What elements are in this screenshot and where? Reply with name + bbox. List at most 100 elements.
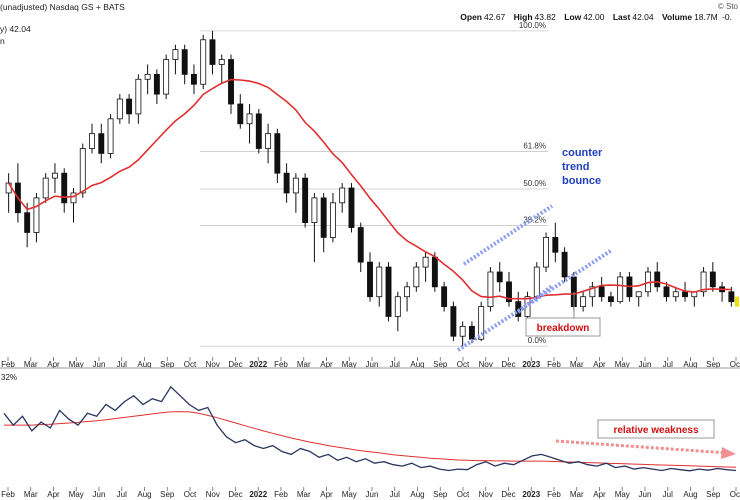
x-tick-label: Aug — [137, 360, 151, 369]
x-tick-label: Feb — [274, 490, 288, 499]
x-tick-label: Jul — [663, 490, 673, 499]
candle-body — [496, 271, 503, 283]
candle-body — [98, 133, 105, 154]
candle-body — [468, 325, 475, 340]
candle-body — [543, 237, 549, 268]
candle-body — [422, 256, 429, 268]
candle-body — [404, 286, 411, 298]
candle-body — [478, 306, 485, 340]
candle-body — [394, 296, 401, 317]
x-tick-label: Oct — [457, 490, 470, 499]
fib-label: 61.8% — [523, 141, 546, 150]
candle-body — [144, 73, 151, 80]
candle-body — [89, 133, 95, 149]
x-tick-label: Sep — [160, 490, 175, 499]
x-tick-label: Jun — [639, 490, 652, 499]
candle-body — [487, 271, 494, 307]
breakdown-annotation: breakdown — [537, 323, 590, 334]
candle-body — [580, 296, 587, 307]
candle-body — [589, 286, 596, 298]
x-tick-label: Dec — [501, 490, 515, 499]
open-value: 42.67 — [484, 12, 506, 22]
x-tick-label: Feb — [1, 360, 15, 369]
ma-legend-label: y) 42.04 — [0, 24, 31, 34]
x-tick-label: 2023 — [522, 360, 540, 369]
x-tick-label: Mar — [570, 360, 584, 369]
chart-source-label: (unadjusted) Nasdaq GS + BATS — [0, 2, 125, 12]
x-tick-label: Sep — [706, 490, 721, 499]
candle-body — [153, 73, 160, 95]
candle-body — [163, 59, 170, 95]
candle-body — [126, 98, 133, 115]
trend-channel-line — [516, 284, 554, 314]
x-tick-label: 2022 — [249, 490, 267, 499]
candle-body — [172, 49, 179, 60]
x-tick-label: Jul — [663, 360, 673, 369]
x-tick-label: Jun — [93, 490, 106, 499]
channel-lines — [456, 204, 614, 352]
candle-body — [255, 113, 262, 149]
candle-body — [385, 266, 392, 317]
fib-label: 0.0% — [528, 336, 546, 345]
candle-body — [135, 78, 142, 115]
volume-label: Volume — [662, 12, 693, 22]
candle-body — [561, 251, 568, 278]
x-tick-label: Jun — [366, 490, 379, 499]
candle-body — [506, 281, 512, 303]
x-tick-label: Oct — [730, 490, 740, 499]
candle-body — [552, 237, 559, 253]
rs-x-axis: Feb Mar Apr May Jun Jul Aug Sep Oct Nov Dec 2022 Feb… — [1, 487, 740, 499]
annotations-layer: counter trend bounce breakdown relative weak… — [525, 147, 736, 459]
candle-body — [209, 39, 216, 65]
x-tick-label: Apr — [320, 490, 333, 499]
x-tick-label: 2022 — [249, 360, 267, 369]
candle-body — [181, 49, 188, 75]
candle-body — [700, 271, 707, 293]
x-tick-label: Jun — [366, 360, 379, 369]
x-tick-label: Dec — [501, 360, 515, 369]
x-tick-label: Nov — [206, 360, 220, 369]
candle-body — [237, 103, 244, 125]
candle-body — [348, 187, 355, 228]
candle-body — [24, 212, 31, 233]
fib-label: 100.0% — [519, 21, 546, 30]
x-tick-label: May — [342, 490, 357, 499]
trend-channel-line — [462, 204, 554, 266]
ohlc-readout: Open 42.67 High 43.82 Low 42.00 Last 42.04 V… — [454, 12, 732, 22]
x-tick-label: Mar — [297, 490, 311, 499]
candle-body — [79, 148, 86, 194]
x-tick-label: Aug — [683, 490, 697, 499]
candle-body — [431, 256, 438, 288]
candle-body — [357, 227, 364, 263]
x-tick-label: Oct — [457, 360, 470, 369]
x-tick-label: May — [342, 360, 357, 369]
candle-body — [42, 177, 49, 199]
candle-body — [682, 291, 688, 298]
candle-body — [33, 197, 40, 233]
x-tick-label: Mar — [24, 360, 38, 369]
x-tick-label: May — [69, 360, 84, 369]
candle-body — [441, 286, 448, 307]
price-x-axis: Feb Mar Apr May Jun Jul Aug Sep Oct Nov Dec 2022 Feb… — [1, 357, 740, 369]
x-tick-label: Aug — [410, 490, 424, 499]
x-tick-label: Oct — [184, 360, 197, 369]
x-tick-label: Aug — [410, 360, 424, 369]
rs-panel-label: 32% — [1, 373, 17, 382]
x-tick-label: Oct — [730, 360, 740, 369]
rs-moving-average-line — [4, 411, 737, 468]
low-value: 42.00 — [583, 12, 605, 22]
x-tick-label: Nov — [206, 490, 220, 499]
relative-strength-line — [3, 385, 737, 472]
candle-body — [450, 306, 457, 337]
candle-body — [246, 113, 253, 125]
counter-trend-annotation: trend — [562, 161, 590, 173]
candle-body — [339, 187, 346, 204]
candle-body — [635, 291, 642, 298]
x-tick-label: Jun — [639, 360, 652, 369]
last-label: Last — [612, 12, 631, 22]
x-tick-label: Jul — [117, 360, 127, 369]
candle-body — [274, 133, 281, 174]
candle-body — [654, 271, 661, 288]
high-value: 43.82 — [534, 12, 556, 22]
candle-body — [107, 118, 114, 154]
